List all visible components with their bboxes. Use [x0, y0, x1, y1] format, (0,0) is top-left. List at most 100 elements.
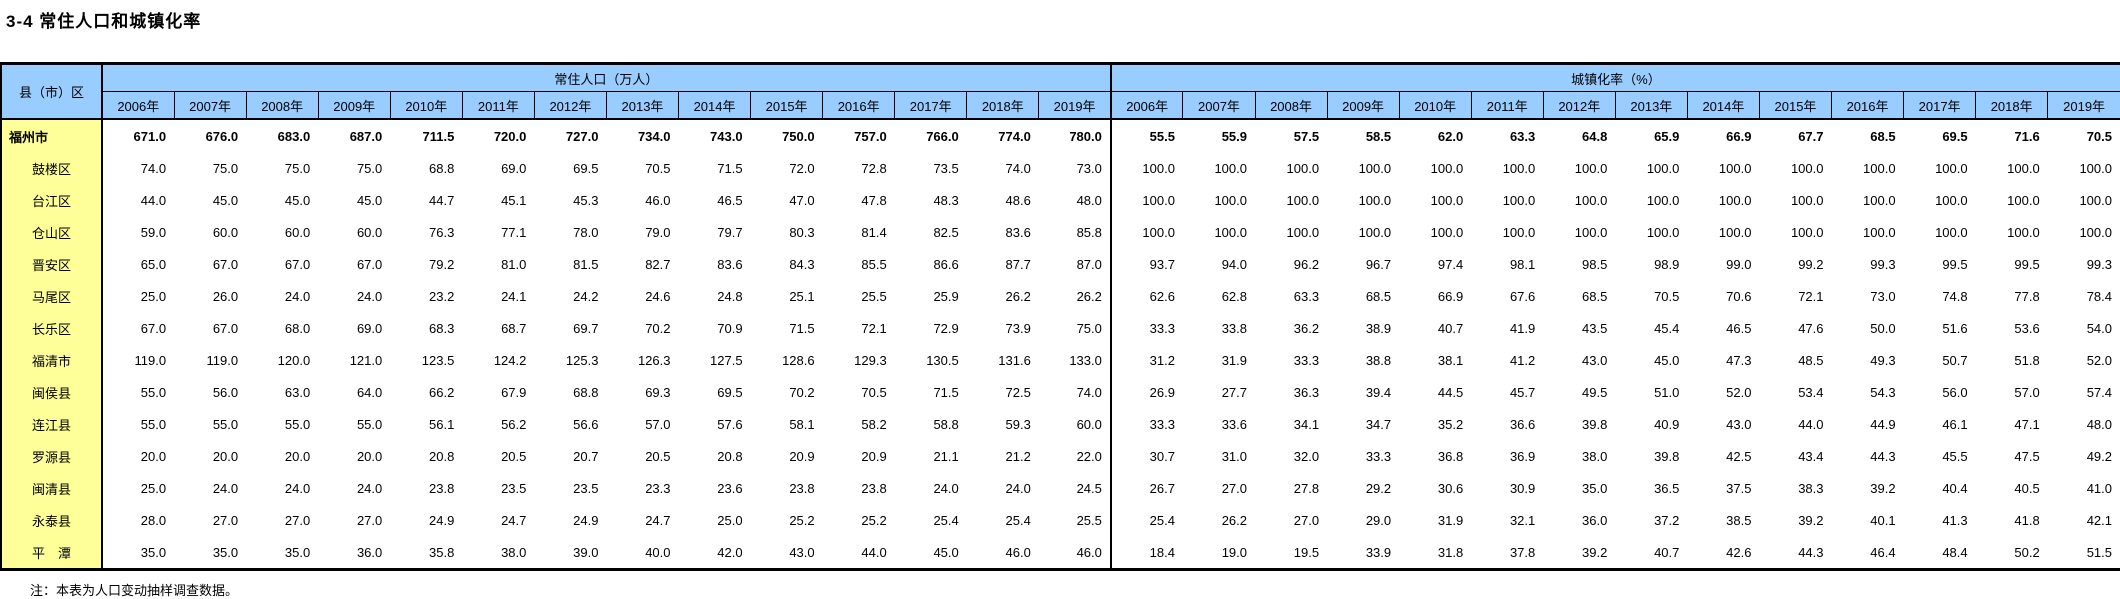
urbanization-value-cell: 100.0	[1109, 152, 1183, 184]
population-value-cell: 58.1	[789, 416, 815, 432]
urbanization-value-cell: 46.4	[1870, 544, 1896, 560]
urbanization-value-cell: 100.0	[1790, 160, 1824, 176]
population-value-cell: 131.6	[998, 352, 1031, 368]
population-value-cell: 711.5	[422, 128, 455, 144]
urbanization-value-cell: 39.4	[1365, 384, 1392, 400]
population-value-cell: 74.0	[1005, 160, 1031, 176]
population-value-cell: 74.0	[140, 160, 167, 176]
population-value-cell: 25.1	[789, 288, 815, 304]
population-value-cell: 45.1	[501, 192, 527, 208]
urbanization-value-cell: 32.1	[1509, 512, 1536, 528]
urbanization-value-cell: 100.0	[1358, 192, 1392, 208]
population-value-cell: 60.0	[284, 224, 311, 240]
population-value-cell: 60.0	[356, 224, 383, 240]
population-value-cell: 68.8	[573, 384, 599, 400]
population-value-cell: 85.8	[1076, 224, 1102, 240]
urbanization-value-cell: 100.0	[1214, 160, 1247, 176]
population-value-cell: 63.0	[284, 384, 311, 400]
urbanization-value-cell: 40.5	[2014, 480, 2040, 496]
year-header-cell: 2007年	[1182, 91, 1256, 120]
population-value-cell: 23.5	[573, 480, 599, 496]
row-label-cell: 鼓楼区	[1, 152, 103, 184]
urbanization-value-cell: 100.0	[1358, 160, 1392, 176]
urbanization-value-cell: 47.6	[1798, 320, 1824, 336]
urbanization-value-cell: 38.9	[1365, 320, 1392, 336]
population-value-cell: 83.6	[717, 256, 743, 272]
urbanization-value-cell: 100.0	[1935, 192, 1968, 208]
urbanization-value-cell: 100.0	[1718, 160, 1752, 176]
urbanization-value-cell: 74.8	[1942, 288, 1968, 304]
population-value-cell: 58.2	[861, 416, 887, 432]
urbanization-value-cell: 66.9	[1726, 128, 1752, 144]
row-label-cell: 连江县	[1, 408, 103, 440]
urbanization-value-cell: 64.8	[1582, 128, 1608, 144]
row-label-cell: 闽清县	[1, 472, 103, 504]
urbanization-value-cell: 33.3	[1365, 448, 1392, 464]
urbanization-value-cell: 100.0	[2007, 224, 2040, 240]
population-value-cell: 48.6	[1005, 192, 1031, 208]
population-value-cell: 130.5	[926, 352, 959, 368]
row-label-cell: 晋安区	[1, 248, 103, 280]
urbanization-value-cell: 100.0	[2079, 224, 2112, 240]
urbanization-value-cell: 49.3	[1870, 352, 1896, 368]
table-row: 连江县 55.0 55.0 55.0 55.0 56.1 56.2 56.6 57.0 57.6 5…	[1, 408, 2120, 440]
urbanization-value-cell: 100.0	[1430, 224, 1464, 240]
population-value-cell: 126.3	[637, 352, 671, 368]
population-value-cell: 72.8	[861, 160, 887, 176]
population-value-cell: 68.3	[429, 320, 455, 336]
population-value-cell: 20.9	[861, 448, 887, 464]
urbanization-value-cell: 43.5	[1582, 320, 1608, 336]
urbanization-value-cell: 33.3	[1109, 408, 1183, 440]
urbanization-value-cell: 42.1	[2086, 512, 2112, 528]
population-value-cell: 21.1	[933, 448, 959, 464]
population-value-cell: 69.7	[573, 320, 599, 336]
urbanization-value-cell: 48.5	[1798, 352, 1824, 368]
population-value-cell: 24.1	[501, 288, 527, 304]
population-value-cell: 25.0	[140, 288, 167, 304]
population-value-cell: 72.9	[933, 320, 959, 336]
urbanization-value-cell: 51.5	[2086, 544, 2112, 560]
group-header-row: 县（市）区 常住人口（万人） 城镇化率（%）	[0, 63, 2120, 120]
population-value-cell: 81.0	[501, 256, 527, 272]
urbanization-value-cell: 100.0	[1109, 216, 1183, 248]
urbanization-value-cell: 50.7	[1942, 352, 1968, 368]
urbanization-value-cell: 100.0	[2079, 160, 2112, 176]
population-value-cell: 133.0	[1069, 352, 1102, 368]
urbanization-value-cell: 100.0	[1863, 192, 1896, 208]
year-header-cell: 2008年	[245, 91, 319, 120]
population-value-cell: 59.0	[140, 224, 167, 240]
urbanization-value-cell: 66.9	[1437, 288, 1464, 304]
population-value-cell: 23.8	[789, 480, 815, 496]
urbanization-value-cell: 41.9	[1509, 320, 1536, 336]
urbanization-value-cell: 46.1	[1942, 416, 1968, 432]
year-header-cell: 2009年	[1326, 91, 1400, 120]
population-value-cell: 757.0	[854, 128, 887, 144]
year-header-cell: 2006年	[1109, 91, 1184, 120]
urbanization-value-cell: 100.0	[1430, 192, 1464, 208]
urbanization-value-cell: 43.0	[1582, 352, 1608, 368]
population-value-cell: 22.0	[1076, 448, 1102, 464]
urbanization-value-cell: 42.5	[1726, 448, 1752, 464]
year-header-cell: 2012年	[533, 91, 607, 120]
population-value-cell: 47.8	[861, 192, 887, 208]
urbanization-value-cell: 30.6	[1437, 480, 1464, 496]
urbanization-value-cell: 40.9	[1654, 416, 1680, 432]
urbanization-value-cell: 93.7	[1109, 248, 1183, 280]
population-value-cell: 56.0	[212, 384, 239, 400]
population-value-cell: 45.0	[212, 192, 239, 208]
urbanization-value-cell: 42.6	[1726, 544, 1752, 560]
group-header-urbanization-rate: 城镇化率（%）	[1110, 63, 2120, 92]
urbanization-value-cell: 44.9	[1870, 416, 1896, 432]
urbanization-value-cell: 48.4	[1942, 544, 1968, 560]
urbanization-value-cell: 72.1	[1798, 288, 1824, 304]
population-value-cell: 46.0	[1076, 544, 1102, 560]
urbanization-value-cell: 34.7	[1365, 416, 1392, 432]
urbanization-value-cell: 77.8	[2014, 288, 2040, 304]
table-row: 罗源县 20.0 20.0 20.0 20.0 20.8 20.5 20.7 20.5 20.8 2…	[1, 440, 2120, 472]
population-value-cell: 20.9	[789, 448, 815, 464]
urbanization-value-cell: 57.4	[2086, 384, 2112, 400]
urbanization-value-cell: 19.5	[1293, 544, 1320, 560]
urbanization-value-cell: 53.6	[2014, 320, 2040, 336]
population-value-cell: 69.5	[717, 384, 743, 400]
urbanization-value-cell: 33.9	[1365, 544, 1392, 560]
